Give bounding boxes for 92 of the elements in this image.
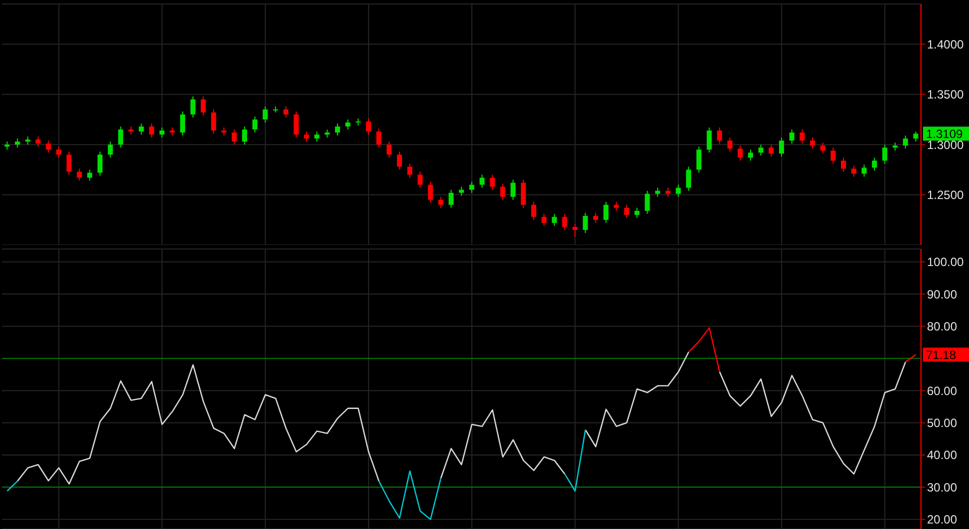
candlestick xyxy=(211,108,216,134)
candlestick xyxy=(727,137,732,152)
candlestick xyxy=(314,131,320,142)
y-tick-label: 1.4000 xyxy=(927,37,964,52)
candlestick xyxy=(304,131,310,142)
y-tick-label: 30.00 xyxy=(927,480,958,494)
candlestick xyxy=(634,207,640,218)
candlestick xyxy=(531,201,536,220)
candlestick xyxy=(294,110,299,138)
candlestick xyxy=(335,122,340,136)
candlestick xyxy=(407,163,412,178)
candlestick xyxy=(418,171,423,188)
candlestick xyxy=(820,142,826,154)
candlestick xyxy=(872,157,877,172)
y-tick-label: 60.00 xyxy=(927,384,958,398)
candlestick xyxy=(644,190,650,214)
candlestick xyxy=(913,131,918,142)
y-tick-label: 50.00 xyxy=(927,416,958,430)
y-tick-label: 100.00 xyxy=(927,255,964,270)
y-tick-label: 1.2500 xyxy=(927,188,964,202)
candlestick xyxy=(396,151,402,170)
candlestick xyxy=(200,96,206,116)
candlestick xyxy=(717,127,722,144)
candlestick xyxy=(603,201,608,224)
candlestick xyxy=(87,169,92,182)
candlestick xyxy=(242,126,248,146)
candlestick xyxy=(665,187,670,198)
y-tick-label: 1.3500 xyxy=(927,88,964,102)
candlestick xyxy=(46,140,51,154)
candlestick xyxy=(283,106,288,118)
candlestick xyxy=(779,137,784,158)
candlestick xyxy=(520,179,526,208)
candlestick xyxy=(830,147,836,164)
candlestick xyxy=(438,196,444,208)
candlestick xyxy=(480,174,485,188)
y-tick-label: 90.00 xyxy=(927,287,958,302)
candlestick xyxy=(345,118,350,130)
candlestick xyxy=(789,129,794,144)
candlestick xyxy=(448,189,454,208)
candlestick xyxy=(614,201,619,212)
candlestick xyxy=(840,157,846,172)
candlestick xyxy=(542,213,547,226)
candlestick xyxy=(14,138,20,148)
candlestick xyxy=(36,136,41,148)
candlestick xyxy=(593,212,598,224)
candlestick xyxy=(138,122,144,136)
candlestick xyxy=(66,151,72,176)
candlestick xyxy=(624,204,630,218)
candlestick xyxy=(572,223,578,238)
candlestick xyxy=(180,110,186,136)
candlestick xyxy=(768,144,774,158)
candlestick xyxy=(686,166,692,192)
candlestick xyxy=(190,96,196,118)
candlestick xyxy=(510,179,516,200)
candlestick xyxy=(738,145,743,162)
candlestick xyxy=(655,187,660,198)
candlestick xyxy=(232,129,237,146)
candlestick xyxy=(376,128,382,148)
candlestick xyxy=(149,122,154,138)
candlestick xyxy=(118,126,124,148)
candlestick xyxy=(108,141,113,158)
candlestick xyxy=(490,174,495,190)
candlestick xyxy=(252,116,258,134)
text: 71.18 xyxy=(926,348,956,362)
candlestick xyxy=(582,212,588,234)
candlestick xyxy=(758,144,764,156)
candlestick xyxy=(262,106,268,123)
y-tick-label: 20.00 xyxy=(927,512,958,527)
candlestick xyxy=(98,151,103,176)
y-tick-label: 80.00 xyxy=(927,320,958,334)
candlestick xyxy=(159,127,164,138)
y-tick-label: 40.00 xyxy=(927,448,958,462)
candlestick xyxy=(800,129,805,144)
candlestick xyxy=(902,135,908,150)
candlestick xyxy=(458,186,464,196)
candlestick xyxy=(386,141,392,158)
candlestick xyxy=(428,181,433,204)
candlestick xyxy=(748,149,754,162)
candlestick xyxy=(76,168,82,182)
candlestick xyxy=(810,137,815,150)
candlestick xyxy=(469,181,474,194)
candlestick xyxy=(851,165,856,178)
candlestick xyxy=(706,127,712,154)
candlestick xyxy=(862,164,867,178)
candlestick xyxy=(562,213,568,230)
candlestick xyxy=(56,146,62,158)
candlestick xyxy=(676,184,681,198)
candlestick xyxy=(882,144,888,164)
candlestick xyxy=(552,213,557,226)
candlestick xyxy=(500,183,506,200)
candlestick xyxy=(366,118,371,136)
candlestick xyxy=(696,146,702,174)
